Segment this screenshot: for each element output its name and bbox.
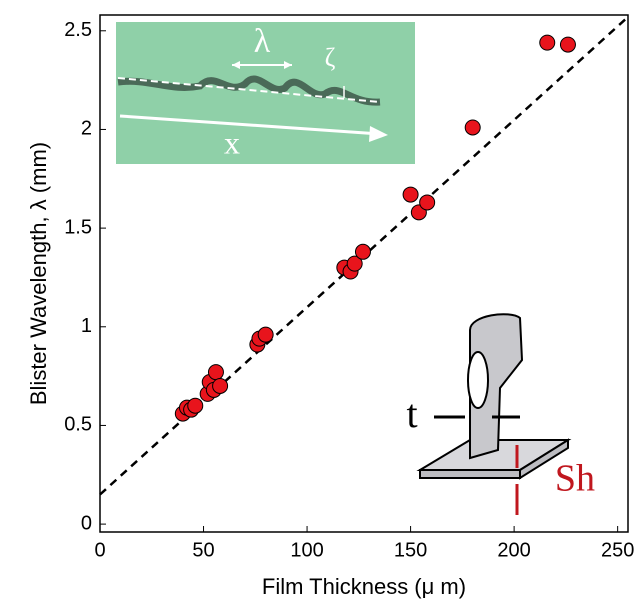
substrate-edge	[419, 438, 569, 480]
blister-sketch	[416, 313, 572, 515]
inset-label: x	[224, 124, 240, 160]
point	[559, 36, 576, 53]
x-tick-label: 0	[94, 539, 105, 561]
point	[346, 255, 363, 272]
point	[539, 34, 556, 51]
inset-label: ζ	[325, 43, 336, 72]
photo-bg	[116, 22, 415, 164]
inset-label: λ	[254, 23, 271, 60]
plot-frame	[99, 14, 629, 533]
y-tick-label: 0	[81, 512, 92, 534]
point	[207, 364, 224, 381]
point	[464, 119, 481, 136]
x-tick-label: 50	[192, 539, 214, 561]
loop	[467, 351, 489, 409]
photo-inset	[116, 22, 415, 164]
y-axis-label: Blister Wavelength, λ (mm)	[26, 142, 51, 405]
inset-label: Sh	[555, 458, 595, 500]
y-tick-label: 0.5	[64, 414, 92, 436]
point	[187, 397, 204, 414]
x-tick-label: 150	[394, 539, 427, 561]
x-arrow	[119, 114, 381, 136]
x-tick-label: 250	[601, 539, 634, 561]
y-tick-label: 1.5	[64, 216, 92, 238]
point	[419, 194, 436, 211]
blister-photo	[117, 75, 381, 106]
point	[402, 186, 419, 203]
y-tick-label: 2.5	[64, 19, 92, 41]
arrowhead	[369, 126, 388, 142]
point	[212, 377, 229, 394]
x-tick-label: 200	[497, 539, 530, 561]
film	[469, 313, 524, 460]
point	[257, 326, 274, 343]
x-axis-label: Film Thickness (μ m)	[262, 574, 466, 599]
inset-label: t	[406, 391, 417, 436]
point	[354, 243, 371, 260]
x-tick-label: 100	[290, 539, 323, 561]
y-tick-label: 1	[81, 315, 92, 337]
y-tick-label: 2	[81, 118, 92, 140]
